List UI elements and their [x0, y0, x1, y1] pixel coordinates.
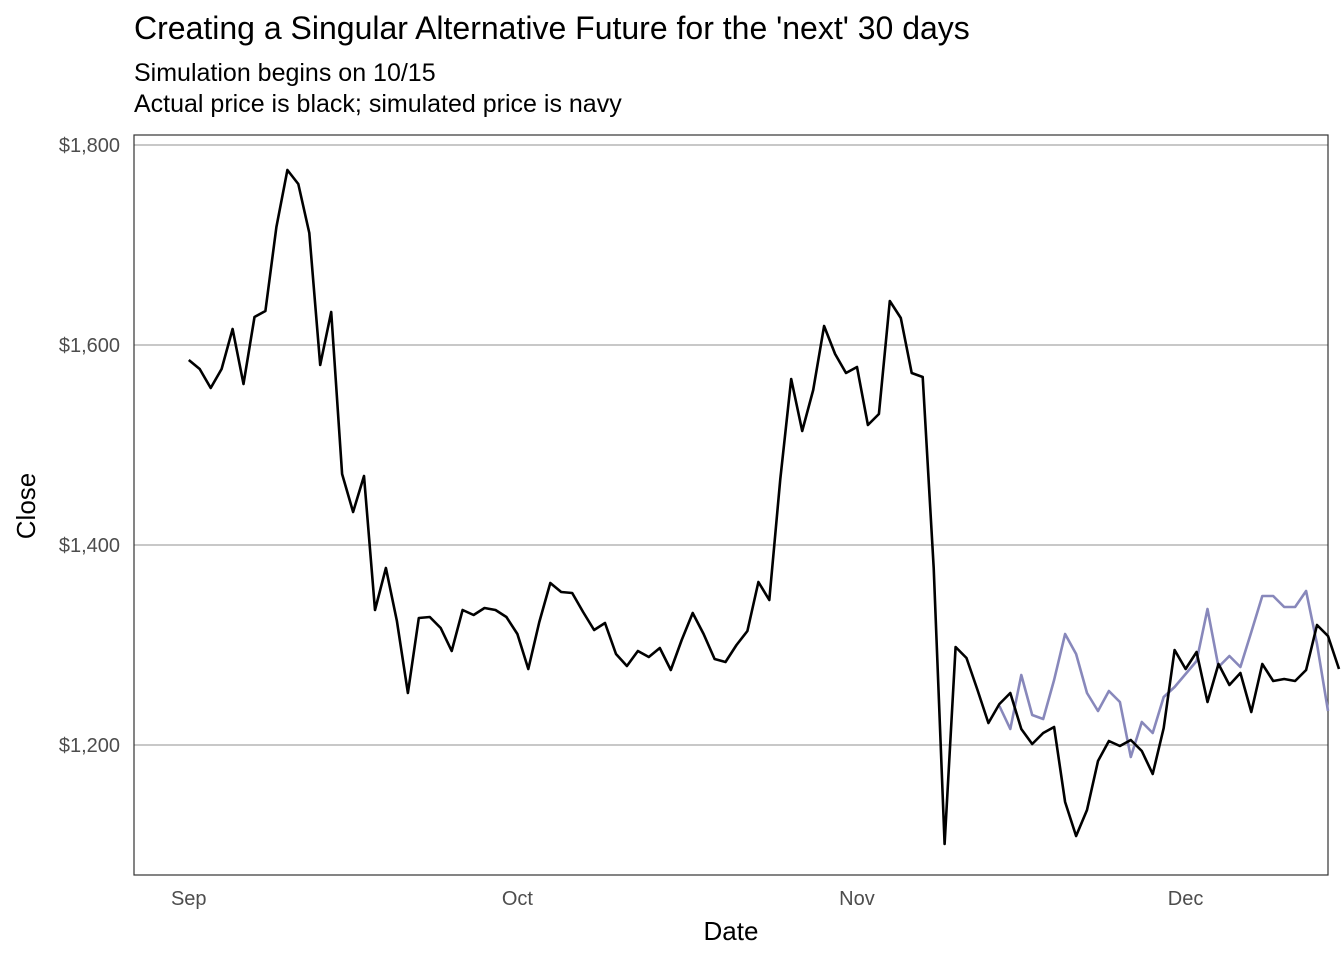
simulated-price-line [998, 589, 1330, 759]
plot-panel-border [133, 134, 1329, 876]
x-tick-label: Oct [502, 888, 534, 910]
y-tick-label: $1,400 [59, 535, 120, 557]
chart-subtitle-line-1: Simulation begins on 10/15 [134, 59, 436, 87]
chart-subtitle-line-2: Actual price is black; simulated price i… [134, 90, 622, 118]
y-axis-title: Close [11, 473, 41, 539]
y-axis-tick-labels: $1,200 $1,400 $1,600 $1,800 [59, 135, 120, 757]
y-tick-label: $1,600 [59, 335, 120, 357]
x-tick-label: Nov [839, 888, 875, 910]
y-tick-label: $1,800 [59, 135, 120, 157]
x-axis-tick-labels: Sep Oct Nov Dec [171, 888, 1203, 910]
x-axis-title: Date [704, 916, 759, 946]
y-tick-label: $1,200 [59, 735, 120, 757]
x-tick-label: Sep [171, 888, 207, 910]
x-tick-label: Dec [1168, 888, 1204, 910]
chart-title: Creating a Singular Alternative Future f… [134, 10, 970, 46]
actual-price-line [187, 168, 1341, 846]
series-lines [187, 168, 1341, 846]
